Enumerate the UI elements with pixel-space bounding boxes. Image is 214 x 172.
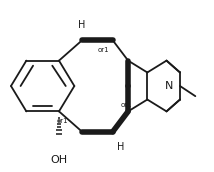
Text: H: H <box>78 20 86 30</box>
Text: OH: OH <box>51 155 68 165</box>
Text: H: H <box>117 142 124 152</box>
Text: or1: or1 <box>57 118 69 124</box>
Text: N: N <box>165 81 174 91</box>
Text: or1: or1 <box>120 102 132 108</box>
Text: or1: or1 <box>97 47 109 53</box>
